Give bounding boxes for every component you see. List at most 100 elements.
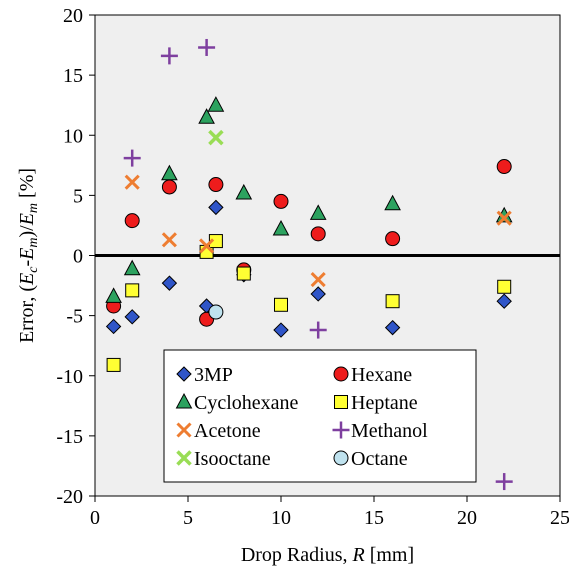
axis-title-part: E [16, 248, 38, 261]
legend-label: Heptane [351, 392, 418, 414]
series-isooctane [208, 129, 224, 146]
y-tick-label: 15 [63, 65, 83, 87]
point-acetone-2 [199, 238, 215, 254]
y-tick-label: 0 [73, 246, 83, 268]
point-methanol-0 [123, 149, 141, 167]
axis-title-part: - [16, 260, 38, 267]
point-3mp-7 [310, 286, 326, 302]
legend-marker [333, 450, 349, 466]
legend-item-octane: Octane [333, 448, 408, 470]
axis-title-part: c [26, 266, 41, 273]
point-hexane-6 [273, 193, 289, 209]
legend-item-3mp: 3MP [176, 364, 233, 386]
x-tick-label: 0 [90, 507, 100, 529]
series-cyclohexane [105, 96, 513, 303]
series-methanol [123, 38, 513, 491]
axis-title-part: [mm] [365, 544, 414, 566]
axis-title-part: Error, ( [16, 285, 38, 343]
series-hexane [106, 159, 512, 327]
point-methanol-1 [160, 47, 178, 65]
legend-item-acetone: Acetone [176, 420, 261, 442]
point-cyclohexane-7 [309, 204, 327, 220]
series-acetone [124, 174, 512, 288]
series-3mp [105, 199, 512, 338]
point-methanol-3 [309, 321, 327, 339]
series-layer [105, 38, 513, 491]
point-3mp-2 [161, 275, 178, 291]
y-tick-label: 10 [63, 125, 83, 147]
legend-label: 3MP [194, 364, 233, 386]
x-tick-label: 10 [271, 507, 291, 529]
point-heptane-5 [274, 297, 288, 312]
point-cyclohexane-8 [384, 194, 401, 211]
axis-title-part: Drop Radius, [241, 544, 353, 566]
legend-label: Cyclohexane [194, 392, 299, 414]
point-hexane-8 [385, 231, 401, 247]
point-heptane-7 [497, 279, 512, 294]
point-hexane-9 [496, 159, 512, 175]
y-tick-label: -5 [66, 306, 83, 328]
x-axis-title: Drop Radius, R [mm] [241, 544, 414, 566]
point-acetone-3 [310, 271, 326, 288]
legend-marker [176, 450, 192, 466]
x-tick-label: 15 [364, 507, 384, 529]
legend-label: Acetone [194, 420, 261, 442]
point-cyclohexane-2 [161, 164, 178, 181]
axis-title-part: m [26, 203, 41, 213]
point-cyclohexane-1 [123, 259, 141, 276]
x-tick-label: 25 [550, 507, 569, 529]
legend-marker [332, 421, 350, 439]
legend-label: Isooctane [194, 448, 271, 470]
point-methanol-4 [495, 473, 513, 491]
legend-marker [176, 366, 192, 382]
point-3mp-0 [105, 318, 122, 335]
legend-marker [176, 422, 192, 438]
point-cyclohexane-0 [105, 287, 122, 303]
plot-frame [94, 14, 561, 497]
y-axis-title: Error, (Ec-Em)/Em [%] [16, 168, 41, 343]
legend-marker [334, 395, 348, 409]
legend-item-methanol: Methanol [332, 420, 428, 442]
point-hexane-1 [124, 213, 140, 229]
point-3mp-8 [384, 319, 401, 336]
x-tick-label: 5 [183, 507, 193, 529]
y-tick-label: -20 [56, 486, 83, 508]
y-tick-label: -15 [56, 426, 83, 448]
point-heptane-6 [385, 294, 400, 309]
point-3mp-9 [496, 293, 512, 309]
y-tick-label: 20 [63, 5, 83, 27]
legend-label: Octane [351, 448, 408, 470]
axis-ticks [89, 14, 561, 502]
legend-marker [333, 366, 349, 382]
axis-title-part: R [352, 544, 365, 566]
legend-label: Methanol [351, 420, 428, 442]
point-methanol-2 [198, 38, 216, 56]
legend-item-heptane: Heptane [334, 392, 418, 414]
point-heptane-1 [125, 283, 140, 298]
point-3mp-6 [273, 322, 289, 338]
point-hexane-2 [161, 179, 177, 195]
axis-title-part: [%] [16, 168, 38, 203]
y-tick-label: -10 [56, 366, 83, 388]
axis-title-part: )/ [16, 225, 38, 238]
axis-title-part: E [16, 213, 38, 226]
point-isooctane-0 [208, 129, 224, 146]
point-heptane-4 [236, 266, 251, 281]
point-heptane-0 [106, 357, 121, 372]
point-cyclohexane-3 [198, 108, 215, 124]
point-acetone-1 [161, 232, 177, 248]
legend-box [163, 349, 477, 483]
legend-item-isooctane: Isooctane [176, 448, 271, 470]
point-acetone-4 [496, 210, 512, 226]
point-acetone-0 [124, 174, 140, 190]
point-cyclohexane-5 [235, 183, 253, 200]
point-3mp-1 [124, 309, 140, 325]
legend-label: Hexane [351, 364, 412, 386]
point-hexane-7 [310, 226, 326, 242]
legend-marker [175, 392, 193, 409]
axis-title-part: m [26, 238, 41, 248]
x-tick-label: 20 [457, 507, 477, 529]
legend: 3MP Hexane Cyclohexane Heptane Acetone Methan… [163, 349, 477, 483]
point-3mp-4 [208, 199, 224, 216]
